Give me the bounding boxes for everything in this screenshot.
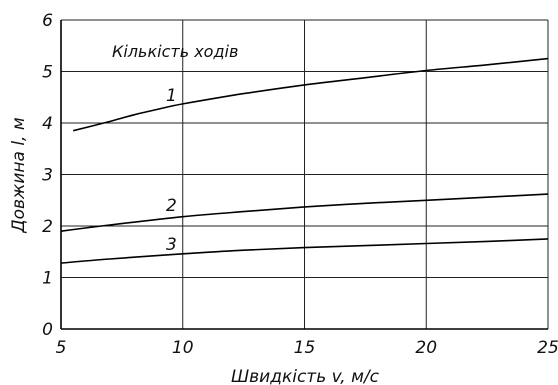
curve-label-3: 3 <box>166 235 177 255</box>
x-tick-label-3: 20 <box>415 338 437 358</box>
y-tick-label-5: 5 <box>42 63 53 83</box>
y-tick-label-2: 2 <box>42 217 53 237</box>
legend-annotation: Кількість ходів <box>112 42 238 61</box>
series-line-2 <box>60 193 549 232</box>
y-tick-label-1: 1 <box>42 269 53 289</box>
curve-label-1: 1 <box>166 86 177 106</box>
x-tick-label-0: 5 <box>56 338 67 358</box>
series-line-3 <box>60 238 549 264</box>
plot-frame <box>60 20 548 330</box>
x-tick-label-2: 15 <box>294 338 316 358</box>
tick-labels: 5 10 15 20 25 0 1 2 3 4 5 6 <box>42 11 558 358</box>
y-tick-label-4: 4 <box>42 114 53 134</box>
series-line-1 <box>73 57 549 132</box>
x-tick-label-1: 10 <box>172 338 194 358</box>
y-tick-label-6: 6 <box>42 11 53 31</box>
x-axis-title: Швидкість v, м/с <box>231 367 380 385</box>
curve-label-2: 2 <box>166 196 177 216</box>
y-tick-label-0: 0 <box>42 320 53 340</box>
series-layer <box>60 57 549 264</box>
y-axis-title: Довжина l, м <box>9 117 29 234</box>
y-tick-label-3: 3 <box>42 166 53 186</box>
x-tick-label-4: 25 <box>537 338 558 358</box>
